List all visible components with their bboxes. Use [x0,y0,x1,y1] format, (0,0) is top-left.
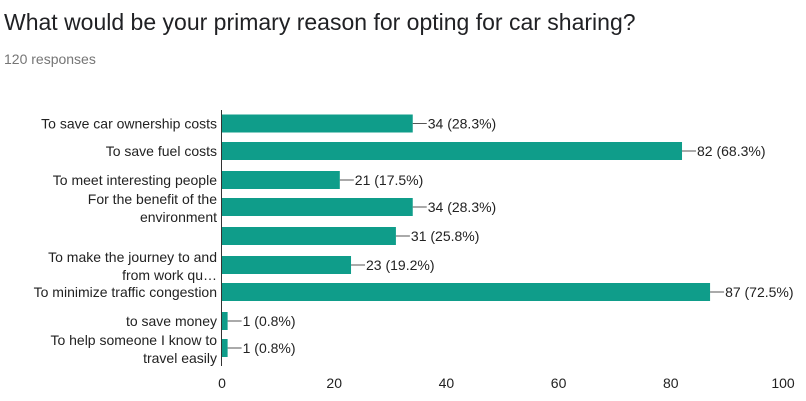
data-label: 1 (0.8%) [243,340,296,356]
bar [222,198,413,216]
data-label: 21 (17.5%) [355,172,423,188]
data-label: 23 (19.2%) [366,257,434,273]
category-label: to save money [126,313,217,329]
category-label-line: from work qu… [122,267,217,283]
bar [222,114,413,133]
data-label: 31 (25.8%) [411,228,479,244]
x-tick-label: 0 [218,375,226,391]
x-tick-label: 60 [551,375,567,391]
bar [222,142,683,160]
bar [222,312,228,330]
bar [222,283,711,301]
bar [222,227,396,245]
response-count: 120 responses [4,51,96,67]
category-label-line: To make the journey to and [48,249,217,265]
category-label: To minimize traffic congestion [34,284,217,300]
category-label: To save fuel costs [106,143,217,159]
category-label-line: travel easily [143,350,217,366]
x-tick-label: 40 [439,375,455,391]
chart-title: What would be your primary reason for op… [4,9,636,35]
category-label-line: To help someone I know to [50,332,217,348]
category-label: To save car ownership costs [41,116,217,132]
bar [222,171,340,189]
data-label: 34 (28.3%) [428,199,496,215]
data-label: 87 (72.5%) [725,284,793,300]
x-tick-label: 20 [326,375,342,391]
category-label-line: environment [140,209,217,225]
bar [222,339,228,357]
x-tick-label: 100 [771,375,795,391]
category-label-line: For the benefit of the [88,191,217,207]
category-label: To meet interesting people [53,172,217,188]
data-label: 1 (0.8%) [243,313,296,329]
data-label: 34 (28.3%) [428,116,496,132]
bar [222,256,352,274]
data-label: 82 (68.3%) [697,143,765,159]
x-tick-label: 80 [663,375,679,391]
